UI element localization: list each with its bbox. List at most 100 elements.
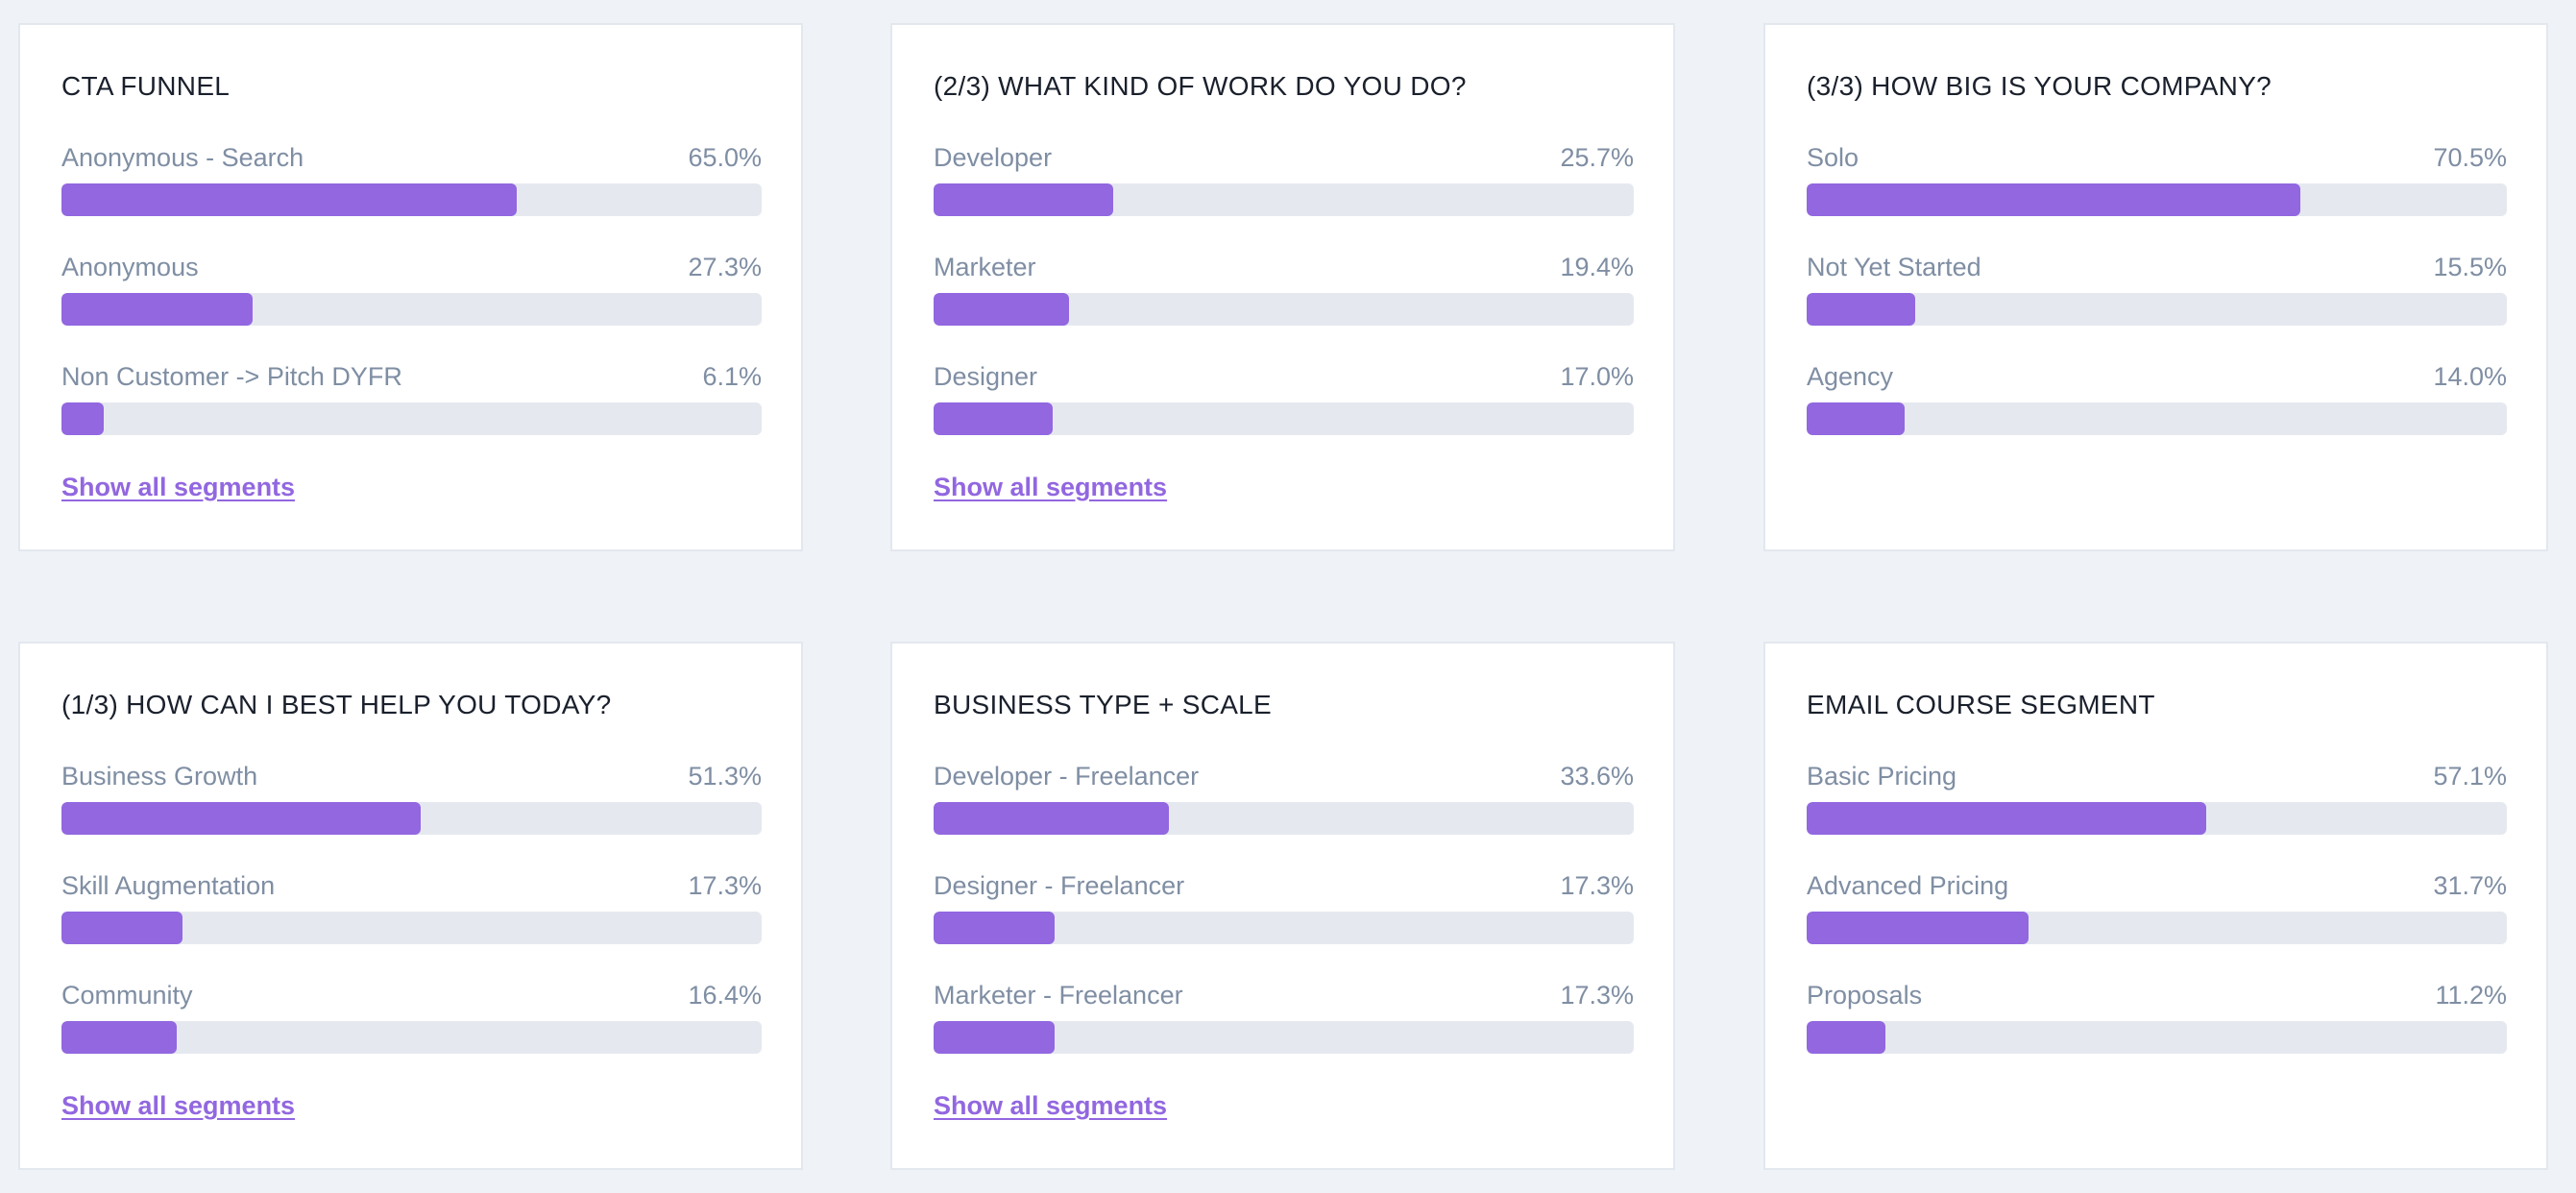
progress-track bbox=[1807, 402, 2507, 435]
segment-list: Anonymous - Search 65.0% Anonymous 27.3%… bbox=[61, 143, 762, 472]
segment-row: Skill Augmentation 17.3% bbox=[61, 871, 762, 981]
progress-fill bbox=[934, 402, 1053, 435]
segment-percent: 17.3% bbox=[1560, 871, 1634, 900]
segment-row: Community 16.4% bbox=[61, 981, 762, 1090]
segment-row: Developer 25.7% bbox=[934, 143, 1634, 253]
segment-percent: 17.0% bbox=[1560, 362, 1634, 391]
segment-card: (1/3) HOW CAN I BEST HELP YOU TODAY? Bus… bbox=[18, 642, 803, 1170]
segment-percent: 16.4% bbox=[688, 981, 762, 1010]
card-title: BUSINESS TYPE + SCALE bbox=[934, 690, 1273, 719]
progress-fill bbox=[934, 802, 1169, 835]
progress-fill bbox=[61, 402, 105, 435]
progress-track bbox=[61, 402, 762, 435]
segment-card: BUSINESS TYPE + SCALE Developer - Freela… bbox=[890, 642, 1675, 1170]
progress-track bbox=[1807, 802, 2507, 835]
segment-row: Anonymous 27.3% bbox=[61, 253, 762, 362]
progress-fill bbox=[1807, 912, 2029, 944]
segment-percent: 17.3% bbox=[688, 871, 762, 900]
progress-fill bbox=[61, 293, 254, 326]
segment-label: Developer - Freelancer bbox=[934, 762, 1200, 791]
segment-card: (3/3) HOW BIG IS YOUR COMPANY? Solo 70.5… bbox=[1763, 23, 2548, 551]
segment-label: Not Yet Started bbox=[1807, 253, 1981, 281]
segment-row: Agency 14.0% bbox=[1807, 362, 2507, 472]
segment-label: Marketer bbox=[934, 253, 1036, 281]
segment-card: EMAIL COURSE SEGMENT Basic Pricing 57.1%… bbox=[1763, 642, 2548, 1170]
progress-fill bbox=[934, 183, 1114, 216]
segment-percent: 65.0% bbox=[688, 143, 762, 172]
segment-label: Proposals bbox=[1807, 981, 1923, 1010]
segment-percent: 25.7% bbox=[1560, 143, 1634, 172]
segment-row: Business Growth 51.3% bbox=[61, 762, 762, 871]
card-title: (2/3) WHAT KIND OF WORK DO YOU DO? bbox=[934, 71, 1467, 101]
progress-track bbox=[934, 912, 1634, 944]
progress-fill bbox=[1807, 1021, 1885, 1054]
card-title: CTA FUNNEL bbox=[61, 71, 231, 101]
show-all-segments-link[interactable]: Show all segments bbox=[934, 473, 1168, 501]
segment-percent: 11.2% bbox=[2435, 981, 2507, 1010]
segment-percent: 14.0% bbox=[2433, 362, 2507, 391]
progress-track bbox=[934, 293, 1634, 326]
card-title: (3/3) HOW BIG IS YOUR COMPANY? bbox=[1807, 71, 2272, 101]
segment-label: Solo bbox=[1807, 143, 1859, 172]
card-title: EMAIL COURSE SEGMENT bbox=[1807, 690, 2155, 719]
segment-row: Marketer - Freelancer 17.3% bbox=[934, 981, 1634, 1090]
progress-track bbox=[61, 293, 762, 326]
progress-track bbox=[61, 183, 762, 216]
segment-row: Proposals 11.2% bbox=[1807, 981, 2507, 1090]
segment-row: Non Customer -> Pitch DYFR 6.1% bbox=[61, 362, 762, 472]
segment-label: Agency bbox=[1807, 362, 1894, 391]
segment-label: Advanced Pricing bbox=[1807, 871, 2009, 900]
segment-percent: 27.3% bbox=[688, 253, 762, 281]
progress-fill bbox=[61, 183, 517, 216]
progress-fill bbox=[61, 912, 183, 944]
segment-row: Marketer 19.4% bbox=[934, 253, 1634, 362]
segment-list: Developer - Freelancer 33.6% Designer - … bbox=[934, 762, 1634, 1090]
segment-percent: 15.5% bbox=[2433, 253, 2507, 281]
progress-track bbox=[934, 183, 1634, 216]
progress-track bbox=[934, 1021, 1634, 1054]
progress-track bbox=[1807, 183, 2507, 216]
segment-list: Basic Pricing 57.1% Advanced Pricing 31.… bbox=[1807, 762, 2507, 1090]
segment-percent: 17.3% bbox=[1560, 981, 1634, 1010]
show-all-segments-link[interactable]: Show all segments bbox=[61, 1091, 296, 1120]
segment-label: Developer bbox=[934, 143, 1053, 172]
card-title: (1/3) HOW CAN I BEST HELP YOU TODAY? bbox=[61, 690, 612, 719]
segment-percent: 19.4% bbox=[1560, 253, 1634, 281]
progress-track bbox=[934, 802, 1634, 835]
segment-label: Business Growth bbox=[61, 762, 258, 791]
segment-percent: 6.1% bbox=[702, 362, 762, 391]
progress-track bbox=[1807, 912, 2507, 944]
progress-track bbox=[934, 402, 1634, 435]
progress-fill bbox=[1807, 402, 1906, 435]
segment-label: Community bbox=[61, 981, 193, 1010]
segment-percent: 33.6% bbox=[1560, 762, 1634, 791]
progress-fill bbox=[1807, 802, 2207, 835]
segment-label: Designer bbox=[934, 362, 1038, 391]
segment-row: Solo 70.5% bbox=[1807, 143, 2507, 253]
show-all-segments-link[interactable]: Show all segments bbox=[934, 1091, 1168, 1120]
segment-label: Non Customer -> Pitch DYFR bbox=[61, 362, 402, 391]
progress-fill bbox=[1807, 293, 1915, 326]
show-all-segments-link[interactable]: Show all segments bbox=[61, 473, 296, 501]
segment-list: Developer 25.7% Marketer 19.4% Designer … bbox=[934, 143, 1634, 472]
segment-card: (2/3) WHAT KIND OF WORK DO YOU DO? Devel… bbox=[890, 23, 1675, 551]
progress-track bbox=[61, 802, 762, 835]
segment-list: Solo 70.5% Not Yet Started 15.5% Agency … bbox=[1807, 143, 2507, 472]
segment-row: Not Yet Started 15.5% bbox=[1807, 253, 2507, 362]
segment-label: Skill Augmentation bbox=[61, 871, 276, 900]
segment-card: CTA FUNNEL Anonymous - Search 65.0% Anon… bbox=[18, 23, 803, 551]
progress-track bbox=[61, 912, 762, 944]
segment-label: Marketer - Freelancer bbox=[934, 981, 1183, 1010]
progress-fill bbox=[934, 1021, 1056, 1054]
segment-label: Basic Pricing bbox=[1807, 762, 1957, 791]
segment-row: Advanced Pricing 31.7% bbox=[1807, 871, 2507, 981]
segment-row: Designer 17.0% bbox=[934, 362, 1634, 472]
progress-fill bbox=[61, 802, 421, 835]
segment-percent: 31.7% bbox=[2433, 871, 2507, 900]
segment-label: Designer - Freelancer bbox=[934, 871, 1185, 900]
progress-track bbox=[1807, 293, 2507, 326]
segment-row: Developer - Freelancer 33.6% bbox=[934, 762, 1634, 871]
segment-label: Anonymous bbox=[61, 253, 199, 281]
segment-percent: 51.3% bbox=[688, 762, 762, 791]
